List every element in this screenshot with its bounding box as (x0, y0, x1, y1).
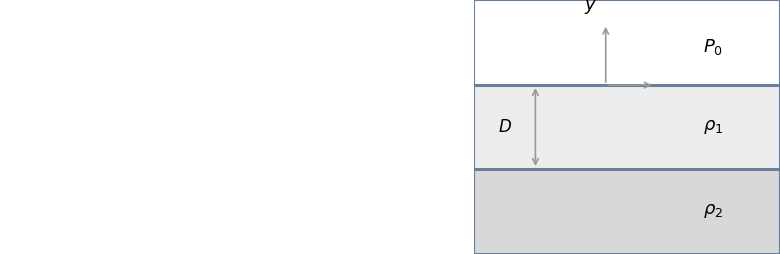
Text: $D$: $D$ (498, 119, 512, 135)
Text: $P_0$: $P_0$ (703, 37, 723, 57)
Text: $y$: $y$ (583, 0, 597, 16)
Bar (474, 169, 780, 254)
Bar (474, 0, 780, 85)
Bar (474, 85, 780, 169)
Text: $\rho_1$: $\rho_1$ (703, 118, 723, 136)
Text: $\rho_2$: $\rho_2$ (703, 202, 723, 220)
